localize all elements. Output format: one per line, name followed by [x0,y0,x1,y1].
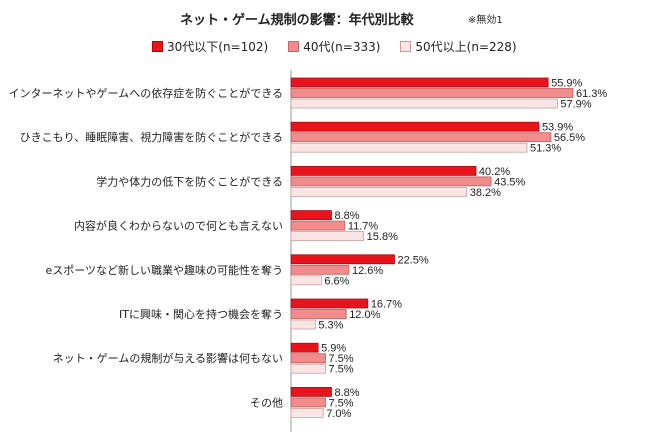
data-label: 11.7% [348,221,379,233]
bar [290,165,477,176]
category-label: ITに興味・関心を持つ機会を奪う [119,307,283,321]
bar [290,231,365,242]
bar [290,132,552,143]
bar [290,407,324,418]
data-label: 61.3% [576,88,607,100]
bar [290,342,319,353]
data-label: 56.5% [554,132,585,144]
bar [290,309,347,319]
bar [290,363,326,374]
category-label: ひきこもり、睡眠障害、視力障害を防ぐことができる [20,130,283,144]
data-label: 12.0% [349,309,380,321]
bar [290,210,332,221]
bar [290,98,558,109]
bar [290,353,326,364]
data-label: 16.7% [371,299,402,311]
category-label: インターネットやゲームへの依存症を防ぐことができる [9,86,283,100]
bar [290,319,316,330]
bar [290,142,528,153]
data-label: 57.9% [560,99,591,111]
legend-item-30s: 30代以下(n=102) [152,38,268,55]
category-label: その他 [250,396,283,409]
legend-label-40s: 40代(n=333) [303,40,381,54]
bar [290,298,369,309]
data-label: 8.8% [334,387,359,399]
legend-swatch-50s [400,41,412,52]
legend-label-50s: 50代以上(n=228) [415,40,517,54]
bar [290,386,332,397]
bar [290,176,492,187]
category-label: 内容が良くわからないので何とも言えない [74,219,283,233]
data-label: 51.3% [530,143,561,155]
legend: 30代以下(n=102) 40代(n=333) 50代以上(n=228) [152,38,517,55]
legend-item-50s: 50代以上(n=228) [400,38,517,55]
bar [290,88,574,98]
chart-title: ネット・ゲーム規制の影響：年代別比較 [180,13,414,28]
data-label: 8.8% [334,210,359,222]
bar [290,121,540,132]
legend-item-40s: 40代(n=333) [288,38,380,55]
data-label: 12.6% [352,265,383,277]
data-label: 7.0% [326,408,351,420]
data-label: 7.5% [329,397,354,409]
bar [290,275,322,286]
bar [290,254,395,265]
data-label: 22.5% [398,254,429,266]
legend-swatch-30s [152,41,163,52]
bar [290,397,326,408]
data-label: 6.6% [324,275,349,287]
data-label: 5.9% [321,343,346,355]
legend-swatch-40s [288,41,300,52]
bar [290,220,346,231]
category-label: ネット・ゲームの規制が与える影響は何もない [53,351,283,365]
bar [290,264,350,275]
bar [290,77,549,88]
data-label: 40.2% [479,166,510,178]
data-label: 7.5% [329,364,354,376]
data-label: 38.2% [470,187,501,199]
bar [290,186,468,197]
category-label: eスポーツなど新しい職業や趣味の可能性を奪う [45,263,283,277]
chart-note: ※無効1 [468,15,503,26]
data-label: 5.3% [318,320,343,332]
category-label: 学力や体力の低下を防ぐことができる [96,174,283,188]
data-label: 55.9% [551,78,582,90]
legend-label-30s: 30代以下(n=102) [167,40,269,54]
data-label: 15.8% [367,231,398,243]
data-label: 7.5% [329,353,354,365]
data-label: 53.9% [542,122,573,134]
data-label: 43.5% [494,176,525,188]
